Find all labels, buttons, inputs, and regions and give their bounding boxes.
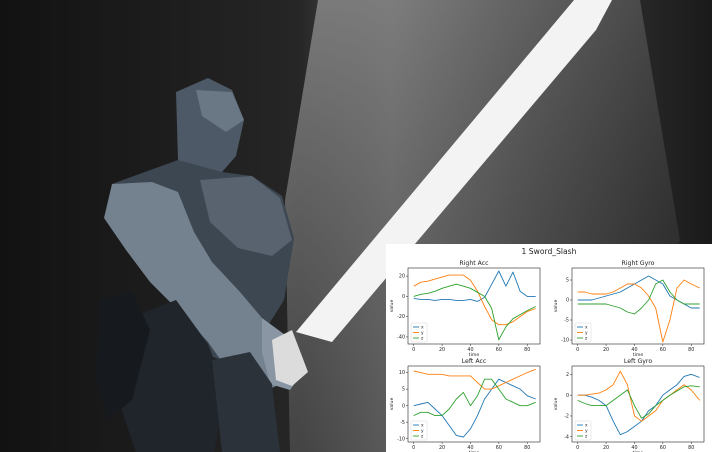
x-tick-label: 20 [603,347,609,353]
x-tick-label: 20 [439,445,445,451]
legend-label-y: y [585,429,588,434]
y-tick-label: -4 [564,434,569,440]
x-tick-label: 20 [439,347,445,353]
y-tick-label: 0 [402,403,405,409]
chart-title: Left Acc [462,358,487,365]
x-tick-label: 80 [524,347,530,353]
legend-label-z: z [421,435,424,440]
y-tick-label: 20 [399,274,405,280]
legend-label-z: z [585,337,588,342]
legend-label-y: y [421,429,424,434]
legend-label-x: x [421,326,424,331]
x-tick-label: 80 [524,445,530,451]
y-tick-label: 5 [566,278,569,284]
chart-right-acc: Right Acc 0 20 40 60 80 20 0 -20 -40 time value xyz [389,260,541,358]
y-axis-label: value [389,300,395,313]
y-tick-label: 0 [566,393,569,399]
chart-title: Right Gyro [622,260,655,267]
y-tick-label: -5 [564,318,569,324]
y-axis-label: value [553,300,559,313]
series-line-x [413,378,536,438]
y-tick-label: -10 [561,338,569,344]
x-tick-label: 60 [496,347,502,353]
series-line-z [413,283,536,341]
chart-right-gyro: Right Gyro 0 20 40 60 80 5 0 -5 -10 time value xyz [553,260,705,358]
x-axis-label: time [633,352,644,358]
sword-hilt [272,330,308,386]
plot-frame [571,267,705,345]
legend-label-z: z [585,435,588,440]
x-tick-label: 40 [467,347,473,353]
x-axis-label: time [633,450,644,452]
x-tick-label: 60 [660,445,666,451]
y-tick-label: -10 [397,436,405,442]
x-axis-label: time [469,450,480,452]
x-tick-label: 80 [688,445,694,451]
y-axis-label: value [389,398,395,411]
y-tick-label: 10 [399,370,405,376]
x-tick-label: 40 [631,347,637,353]
sword-blade [296,0,612,342]
legend-label-y: y [421,331,424,336]
chart-title: Right Acc [459,260,489,267]
legend-label-y: y [585,331,588,336]
legend-label-z: z [421,337,424,342]
series-line-z [577,385,700,419]
series-line-x [577,275,700,309]
x-tick-label: 60 [496,445,502,451]
y-tick-label: -5 [400,420,405,426]
sword [272,0,612,386]
series-line-z [577,279,700,315]
x-axis-label: time [469,352,480,358]
y-tick-label: 2 [566,372,569,378]
x-tick-label: 0 [576,445,579,451]
y-tick-label: -20 [397,314,405,320]
x-tick-label: 80 [688,347,694,353]
x-tick-label: 0 [576,347,579,353]
y-axis-label: value [553,398,559,411]
y-tick-label: -2 [564,414,569,420]
series-line-x [413,270,536,302]
legend-label-x: x [421,424,424,429]
x-tick-label: 20 [603,445,609,451]
x-tick-label: 40 [467,445,473,451]
series-line-x [577,373,700,436]
chart-left-acc: Left Acc 0 20 40 60 80 10 5 0 -5 -10 time value xyz [389,358,541,452]
series-line-y [577,370,701,422]
x-tick-label: 60 [660,347,666,353]
plot-frame [407,365,541,443]
series-line-y [413,368,536,390]
x-tick-label: 40 [631,445,637,451]
chart-title: Left Gyro [624,358,652,365]
y-tick-label: 0 [402,294,405,300]
legend-label-x: x [585,424,588,429]
plot-frame [571,365,705,443]
series-line-y [577,279,700,343]
legend-label-x: x [585,326,588,331]
y-tick-label: 5 [402,387,405,393]
series-line-y [413,274,536,326]
x-tick-label: 0 [412,347,415,353]
series-line-z [413,378,536,417]
y-tick-label: 0 [566,298,569,304]
x-tick-label: 0 [412,445,415,451]
y-tick-label: -40 [397,335,405,341]
figure-title: 1 Sword_Slash [522,247,577,256]
plot-panel: 1 Sword_Slash Right Acc 0 20 40 60 80 20 0 -20 -4… [386,244,712,452]
plot-frame [407,267,541,345]
